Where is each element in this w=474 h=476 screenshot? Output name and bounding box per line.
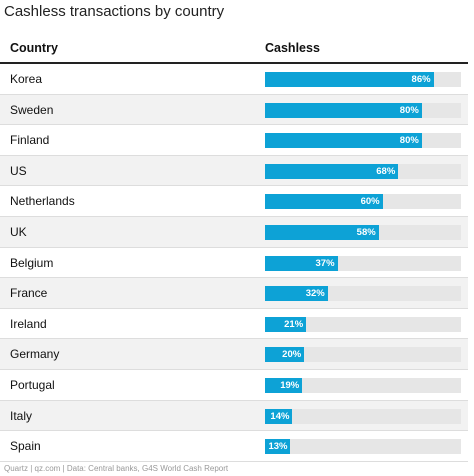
country-label: Netherlands <box>10 194 75 209</box>
bar-track: 19% <box>265 377 461 393</box>
value-label: 19% <box>280 379 300 391</box>
bar-track: 68% <box>265 163 461 179</box>
cashless-bar: 21% <box>265 316 307 332</box>
table-row: Portugal 19% <box>0 370 468 401</box>
cashless-bar: 37% <box>265 255 338 271</box>
table-row: Netherlands 60% <box>0 186 468 217</box>
cashless-bar: 80% <box>265 102 422 118</box>
bar-track: 14% <box>265 408 461 424</box>
table-rows: Korea 86% Sweden 80% Finland 80% US 68% Netherla… <box>0 64 468 462</box>
bar-track: 80% <box>265 102 461 118</box>
table-row: France 32% <box>0 278 468 309</box>
value-label: 37% <box>315 257 335 269</box>
value-label: 32% <box>305 288 325 300</box>
bar-track: 21% <box>265 316 461 332</box>
cashless-bar: 32% <box>265 286 328 302</box>
country-label: US <box>10 163 27 178</box>
value-label: 68% <box>376 165 396 177</box>
cashless-bar: 68% <box>265 163 399 179</box>
value-label: 60% <box>360 196 380 208</box>
cashless-bar: 14% <box>265 408 293 424</box>
country-label: France <box>10 286 48 301</box>
country-label: Sweden <box>10 102 54 117</box>
header-country: Country <box>10 41 58 55</box>
value-label: 58% <box>356 226 376 238</box>
bar-track: 20% <box>265 347 461 363</box>
country-label: Belgium <box>10 255 54 270</box>
cashless-bar: 60% <box>265 194 383 210</box>
value-label: 14% <box>270 410 290 422</box>
table-row: UK 58% <box>0 216 468 248</box>
country-label: Italy <box>10 408 33 423</box>
cashless-bar: 19% <box>265 377 303 393</box>
cashless-bar: 13% <box>265 439 291 455</box>
header-cashless: Cashless <box>265 41 320 55</box>
table-row: US 68% <box>0 155 468 187</box>
value-label: 86% <box>411 74 431 85</box>
bar-track: 86% <box>265 72 461 87</box>
table-row: Spain 13% <box>0 431 468 462</box>
bar-track: 80% <box>265 133 461 149</box>
cashless-bar: 80% <box>265 133 422 149</box>
cashless-bar: 58% <box>265 224 379 240</box>
cashless-table: Country Cashless Korea 86% Sweden 80% Finlan… <box>0 34 468 462</box>
country-label: Portugal <box>10 377 55 392</box>
table-row: Italy 14% <box>0 400 468 432</box>
bar-track: 32% <box>265 286 461 302</box>
value-label: 80% <box>399 104 419 116</box>
value-label: 13% <box>268 441 288 453</box>
cashless-bar: 20% <box>265 347 305 363</box>
country-label: UK <box>10 224 27 239</box>
chart-title: Cashless transactions by country <box>4 3 225 20</box>
country-label: Korea <box>10 72 43 86</box>
bar-track: 37% <box>265 255 461 271</box>
value-label: 20% <box>282 349 302 361</box>
value-label: 21% <box>284 318 304 330</box>
table-row: Sweden 80% <box>0 94 468 126</box>
country-label: Germany <box>10 347 60 362</box>
cashless-bar: 86% <box>265 72 434 87</box>
table-row: Belgium 37% <box>0 248 468 279</box>
bar-track: 60% <box>265 194 461 210</box>
value-label: 80% <box>399 135 419 147</box>
country-label: Spain <box>10 439 41 454</box>
source-footer: Quartz | qz.com | Data: Central banks, G… <box>4 464 229 473</box>
country-label: Finland <box>10 133 50 148</box>
table-row: Ireland 21% <box>0 309 468 340</box>
table-row: Finland 80% <box>0 125 468 156</box>
country-label: Ireland <box>10 316 47 331</box>
table-row: Germany 20% <box>0 339 468 370</box>
bar-track: 13% <box>265 439 461 455</box>
table-row: Korea 86% <box>0 64 468 95</box>
table-header: Country Cashless <box>0 34 468 64</box>
bar-track: 58% <box>265 224 461 240</box>
